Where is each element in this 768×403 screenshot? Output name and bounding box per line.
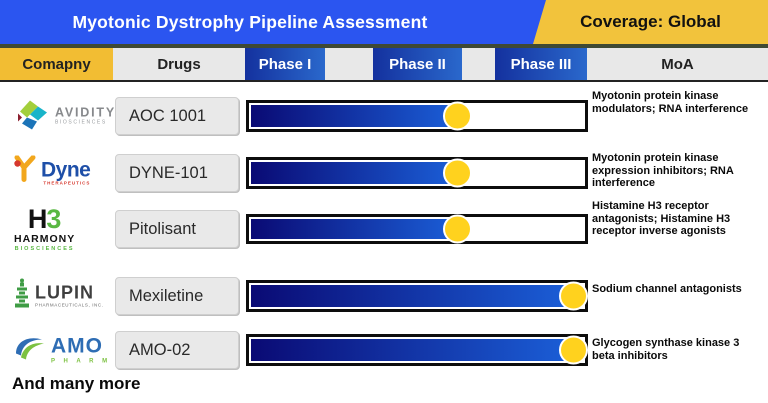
company-logo-text: LUPIN [35, 282, 94, 303]
phase-progress-track [246, 280, 588, 312]
phase-progress-track [246, 157, 588, 189]
drug-name-box: AOC 1001 [115, 97, 239, 135]
drug-name-box: Mexiletine [115, 277, 239, 315]
drug-name: AMO-02 [129, 340, 191, 359]
company-logo-lupin: LUPIN PHARMACEUTICALS, INC. [10, 275, 108, 317]
column-header-drugs: Drugs [157, 55, 201, 73]
moa-text: Myotonin protein kinase modulators; RNA … [592, 90, 749, 115]
phase-progress-track [246, 334, 588, 366]
drug-name: AOC 1001 [129, 106, 207, 125]
column-header-moa: MoA [661, 55, 694, 73]
moa-text: Glycogen synthase kinase 3 beta inhibito… [592, 337, 740, 362]
amo-swoosh-icon [14, 334, 46, 367]
company-logo-subtext: P H A R M A [51, 358, 124, 365]
company-logo-subtext: BIOSCIENCES [14, 245, 75, 252]
table-row: AMO P H A R M A AMO-02 Glycogen synthase… [0, 328, 768, 372]
moa-text: Myotonin protein kinase expression inhib… [592, 152, 734, 190]
table-row: AVIDITY BIOSCIENCES AOC 1001 Myotonin pr… [0, 90, 768, 142]
table-row: Dyne THERAPEUTICS DYNE-101 Myotonin prot… [0, 150, 768, 196]
moa-text: Histamine H3 receptor antagonists; Hista… [592, 200, 731, 238]
company-logo-text: HARMONY [14, 233, 76, 245]
table-row: H3 HARMONY BIOSCIENCES Pitolisant Histam… [0, 198, 768, 260]
avidity-logo-icon [14, 96, 50, 137]
drug-name-box: DYNE-101 [115, 154, 239, 192]
phase-marker-dot [442, 158, 472, 188]
coverage-ribbon: Coverage: Global [533, 0, 768, 44]
drug-name: Mexiletine [129, 286, 204, 305]
phase-marker-dot [558, 335, 588, 365]
drug-name: Pitolisant [129, 219, 196, 238]
column-header-phase1: Phase I [245, 48, 325, 80]
harmony-h3-icon: H3 [27, 204, 62, 234]
column-header-phase2: Phase II [373, 48, 462, 80]
company-logo-text: Dyne [41, 158, 91, 182]
drug-name: DYNE-101 [129, 163, 208, 182]
phase-progress-fill [251, 281, 588, 311]
drug-name-box: AMO-02 [115, 331, 239, 369]
phase-marker-dot [442, 214, 472, 244]
title-banner: Myotonic Dystrophy Pipeline Assessment C… [0, 0, 768, 44]
company-logo-harmony: H3 HARMONY BIOSCIENCES [10, 204, 80, 254]
table-row: LUPIN PHARMACEUTICALS, INC. Mexiletine S… [0, 274, 768, 318]
company-logo-avidity: AVIDITY BIOSCIENCES [10, 93, 120, 139]
column-header-phase3: Phase III [495, 48, 587, 80]
lupin-tower-icon [14, 278, 30, 315]
column-header-company: Comapny [0, 48, 113, 80]
company-logo-amo: AMO P H A R M A [10, 331, 128, 369]
phase-progress-track [246, 100, 588, 132]
phase-marker-dot [558, 281, 588, 311]
moa-text: Sodium channel antagonists [592, 283, 742, 295]
phase-progress-fill [251, 335, 588, 365]
phase-progress-fill [251, 214, 472, 244]
company-logo-text: AVIDITY [55, 105, 116, 120]
page-title: Myotonic Dystrophy Pipeline Assessment [72, 11, 428, 32]
phase-progress-track [246, 214, 588, 244]
drug-name-box: Pitolisant [115, 210, 239, 248]
dyne-logo-icon [14, 155, 36, 191]
company-logo-subtext: BIOSCIENCES [55, 119, 107, 126]
phase-progress-fill [251, 101, 472, 131]
company-logo-dyne: Dyne THERAPEUTICS [10, 153, 95, 193]
company-logo-subtext: THERAPEUTICS [43, 180, 91, 186]
phase-marker-dot [442, 101, 472, 131]
company-logo-text: AMO [51, 334, 103, 358]
company-logo-subtext: PHARMACEUTICALS, INC. [35, 302, 104, 308]
phase-progress-fill [251, 158, 472, 188]
coverage-label: Coverage: Global [580, 12, 721, 31]
column-header-row: Comapny Drugs Phase I Phase II Phase III… [0, 44, 768, 82]
footer-note: And many more [12, 374, 141, 393]
